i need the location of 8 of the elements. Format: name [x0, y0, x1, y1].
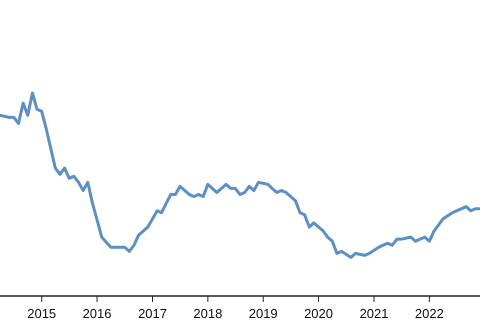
x-tick-label: 2015: [27, 306, 56, 320]
x-tick-label: 2019: [248, 306, 278, 320]
x-tick-label: 2022: [414, 306, 444, 320]
x-tick-label: 2017: [138, 306, 167, 320]
x-tick-label: 2018: [193, 306, 222, 320]
x-tick-label: 2021: [360, 306, 388, 320]
x-tick-label: 2016: [82, 306, 112, 320]
x-tick-label: 2020: [304, 306, 333, 320]
